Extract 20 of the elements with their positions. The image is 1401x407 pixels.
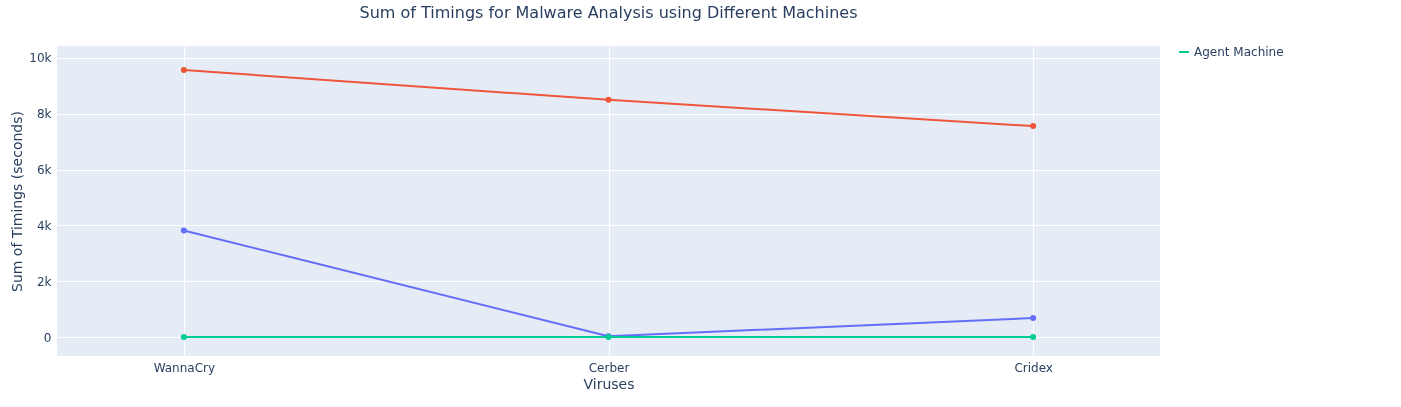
y-tick-label: 2k bbox=[36, 274, 52, 289]
legend-label: Agent Machine bbox=[1194, 45, 1284, 59]
y-tick-label: 6k bbox=[36, 163, 52, 178]
x-tick-label: Cridex bbox=[1014, 360, 1053, 375]
y-tick-label: 8k bbox=[36, 107, 52, 122]
point bbox=[1030, 315, 1037, 322]
x-tick-label: WannaCry bbox=[153, 360, 216, 375]
point bbox=[605, 96, 612, 103]
point bbox=[180, 334, 187, 341]
y-axis-title: Sum of Timings (seconds) bbox=[9, 111, 26, 292]
point bbox=[180, 227, 187, 234]
point bbox=[1030, 334, 1037, 341]
x-axis-title: Viruses bbox=[583, 375, 635, 392]
x-tick-label: Cerber bbox=[588, 360, 630, 375]
chart-title: Sum of Timings for Malware Analysis using Different Machines bbox=[359, 3, 858, 22]
y-tick-label: 4k bbox=[36, 218, 52, 233]
y-tick-label: 0 bbox=[43, 330, 52, 345]
point bbox=[180, 67, 187, 73]
point bbox=[1030, 123, 1037, 130]
y-tick-label: 10k bbox=[29, 51, 52, 66]
